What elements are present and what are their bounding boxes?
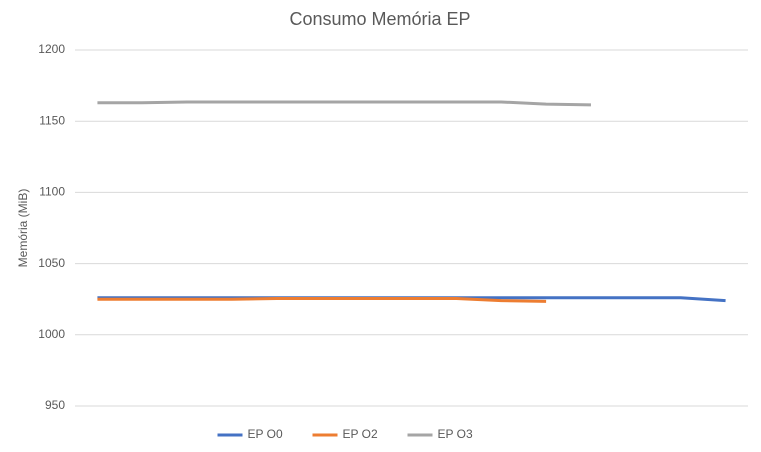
y-axis-label: Memória (MiB)	[16, 189, 30, 268]
y-tick-label: 1050	[38, 256, 65, 270]
series-line	[97, 296, 547, 303]
legend-label: EP O0	[248, 427, 283, 441]
series-line	[97, 100, 591, 107]
legend-label: EP O2	[343, 427, 378, 441]
y-tick-label: 1100	[39, 185, 65, 199]
chart-title: Consumo Memória EP	[289, 9, 470, 29]
y-tick-label: 1200	[38, 42, 65, 56]
y-tick-label: 1150	[39, 113, 65, 127]
y-tick-label: 1000	[38, 327, 65, 341]
y-tick-label: 950	[45, 398, 65, 412]
legend-label: EP O3	[438, 427, 473, 441]
